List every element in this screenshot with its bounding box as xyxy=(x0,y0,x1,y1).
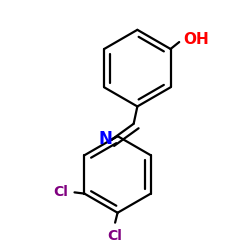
Text: N: N xyxy=(98,130,112,148)
Text: Cl: Cl xyxy=(108,229,122,243)
Text: OH: OH xyxy=(183,32,209,46)
Text: Cl: Cl xyxy=(54,185,68,199)
